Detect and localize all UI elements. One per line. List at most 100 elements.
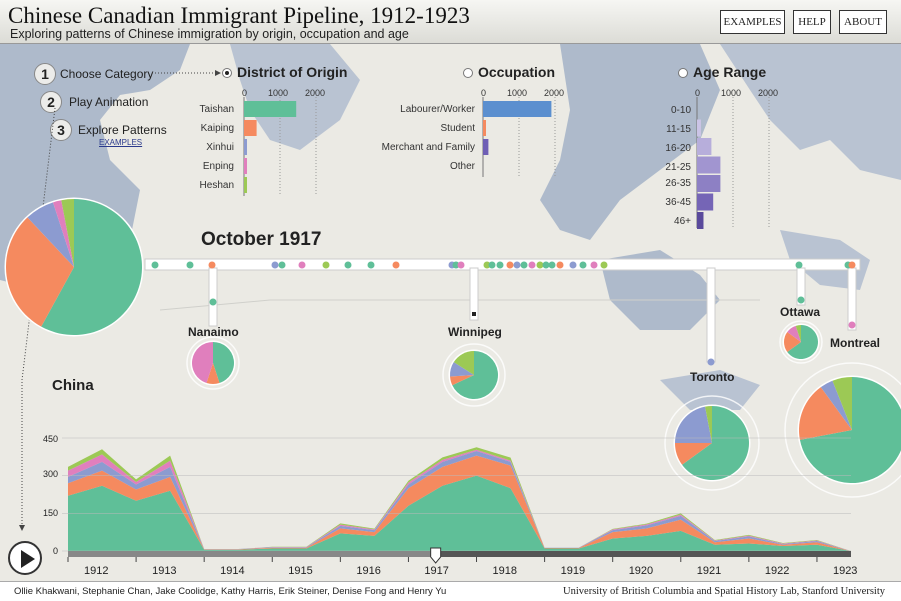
step-3-badge: 3 xyxy=(50,119,72,141)
age-bar-5 xyxy=(697,193,714,211)
y-tick-450: 450 xyxy=(42,434,58,444)
pipeline-dot-13 xyxy=(483,261,491,269)
help-button[interactable]: HELP xyxy=(793,10,831,34)
examples-button[interactable]: EXAMPLES xyxy=(720,10,785,34)
occupation-bar-2 xyxy=(483,139,489,155)
app-title: Chinese Canadian Immigrant Pipeline, 191… xyxy=(8,3,470,28)
nanaimo-pie-halo xyxy=(186,336,240,390)
pipeline-dot-toronto xyxy=(707,358,715,366)
winnipeg-pie-slice-0 xyxy=(452,351,499,399)
y-tick-150: 150 xyxy=(42,508,58,518)
district-label-xinhui: Xinhui xyxy=(206,142,234,153)
step-2-label: Play Animation xyxy=(69,95,149,109)
area-series-1 xyxy=(68,455,851,551)
pipeline-dot-21 xyxy=(542,261,550,269)
pipeline-dot-20 xyxy=(536,261,544,269)
age-label-11-15: 11-15 xyxy=(666,124,691,135)
toronto-pie-slice-2 xyxy=(675,406,712,443)
pipeline-branch-3 xyxy=(796,267,806,306)
pipeline-marker-winnipeg xyxy=(472,312,476,316)
pipeline-dot-7 xyxy=(344,261,352,269)
origin-pie-slice-4 xyxy=(61,199,74,267)
pipeline-dot-30 xyxy=(848,261,856,269)
pipeline-branch-0 xyxy=(208,267,218,327)
origin-pie-slice-3 xyxy=(52,200,74,267)
play-animation-button[interactable] xyxy=(8,541,42,575)
pipeline-dot-24 xyxy=(569,261,577,269)
toronto-pie-slice-0 xyxy=(682,406,749,480)
footer-credits: Ollie Khakwani, Stephanie Chan, Jake Coo… xyxy=(14,586,447,597)
ottawa-pie-slice-4 xyxy=(795,325,801,342)
radio-occupation-icon[interactable] xyxy=(463,68,473,78)
footer-institution: University of British Columbia and Spati… xyxy=(563,586,885,597)
city-label-winnipeg[interactable]: Winnipeg xyxy=(448,325,502,339)
y-tick-300: 300 xyxy=(42,469,58,479)
montreal-pie-slice-0 xyxy=(799,377,901,483)
toronto-pie-slice-4 xyxy=(705,406,712,443)
city-label-toronto[interactable]: Toronto xyxy=(690,370,735,384)
age-label-36-45: 36-45 xyxy=(665,197,691,208)
district-bar-3 xyxy=(244,158,247,174)
city-label-nanaimo[interactable]: Nanaimo xyxy=(188,325,239,339)
pipeline-branch-4 xyxy=(847,267,857,331)
occupation-tick-0: 0 xyxy=(481,88,487,98)
about-button[interactable]: ABOUT xyxy=(839,10,887,34)
year-label-1919: 1919 xyxy=(560,565,586,577)
district-bar-2 xyxy=(244,139,247,155)
radio-age-icon[interactable] xyxy=(678,68,688,78)
area-series-2 xyxy=(68,451,851,551)
pipeline-dot-0 xyxy=(151,261,159,269)
area-series-4 xyxy=(68,447,851,551)
montreal-pie-halo xyxy=(784,362,901,498)
year-label-1912: 1912 xyxy=(84,565,109,577)
radio-district-icon[interactable] xyxy=(222,68,232,78)
district-tick-2000: 2000 xyxy=(305,88,326,98)
category-age-range[interactable]: Age Range xyxy=(678,64,766,80)
age-bar-6 xyxy=(697,212,704,229)
winnipeg-pie-slice-2 xyxy=(450,362,474,377)
year-label-1922: 1922 xyxy=(764,565,790,577)
city-label-montreal[interactable]: Montreal xyxy=(830,336,881,350)
step-3-label: Explore Patterns xyxy=(78,123,167,137)
origin-pie-slice-1 xyxy=(5,217,74,327)
district-tick-1000: 1000 xyxy=(268,88,289,98)
district-tick-0: 0 xyxy=(242,88,248,98)
occupation-bar-0 xyxy=(483,101,552,117)
pipeline-dot-11 xyxy=(452,261,460,269)
ottawa-pie-halo xyxy=(779,320,823,364)
category-district-of-origin[interactable]: District of Origin xyxy=(222,64,347,80)
age-label-21-25: 21-25 xyxy=(665,162,691,173)
pipeline-branch-2 xyxy=(706,267,716,363)
age-tick-1000: 1000 xyxy=(721,88,742,98)
occupation-label-labourer: Labourer/Worker xyxy=(400,104,475,115)
timeline-slider-handle[interactable] xyxy=(430,547,442,564)
pipeline-dot-6 xyxy=(322,261,330,269)
district-label-heshan: Heshan xyxy=(199,180,234,191)
winnipeg-pie-slice-1 xyxy=(450,375,474,386)
category-occupation[interactable]: Occupation xyxy=(463,64,555,80)
winnipeg-pie-slice-4 xyxy=(453,351,474,375)
pipeline-dot-22 xyxy=(548,261,556,269)
age-label-26-35: 26-35 xyxy=(665,178,691,189)
occupation-tick-2000: 2000 xyxy=(544,88,565,98)
district-bar-0 xyxy=(244,101,297,117)
header-bar: Chinese Canadian Immigrant Pipeline, 191… xyxy=(0,0,901,44)
pipeline-dot-1 xyxy=(186,261,194,269)
toronto-pie-slice-1 xyxy=(675,443,712,465)
footer: Ollie Khakwani, Stephanie Chan, Jake Coo… xyxy=(0,581,901,601)
age-label-0-10: 0-10 xyxy=(670,105,691,116)
age-label-16-20: 16-20 xyxy=(665,143,691,154)
occupation-tick-1000: 1000 xyxy=(507,88,528,98)
category-age-label: Age Range xyxy=(693,64,767,80)
category-occupation-label: Occupation xyxy=(478,64,556,80)
ottawa-pie-slice-3 xyxy=(787,325,801,342)
city-label-ottawa[interactable]: Ottawa xyxy=(780,305,821,319)
origin-label-china: China xyxy=(52,377,94,394)
step-1-label: Choose Category xyxy=(60,67,154,81)
year-label-1914: 1914 xyxy=(220,565,245,577)
pipeline-dot-15 xyxy=(496,261,504,269)
examples-link[interactable]: EXAMPLES xyxy=(99,138,143,147)
montreal-pie-slice-2 xyxy=(820,380,852,430)
